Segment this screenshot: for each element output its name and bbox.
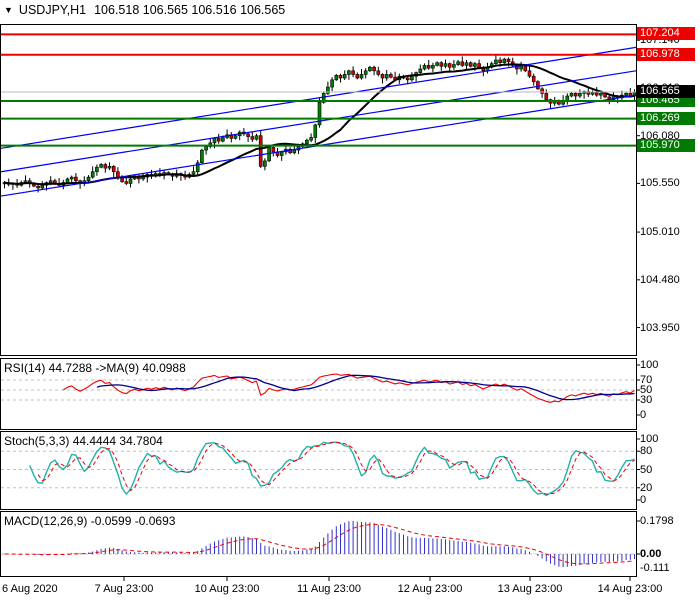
chart-title: ▼ USDJPY,H1 106.518 106.565 106.516 106.56… xyxy=(4,3,285,21)
level-badge: 106.978 xyxy=(637,47,695,61)
bid-price-badge: 106.565 xyxy=(637,84,695,98)
level-badge: 106.269 xyxy=(637,111,695,125)
macd-scale-bottom: -0.111 xyxy=(640,562,670,574)
rsi-scale-label: 0 xyxy=(640,409,647,421)
trend-channel-lines[interactable] xyxy=(0,46,637,197)
symbol-label: USDJPY,H1 xyxy=(18,3,87,17)
rsi-ma-line xyxy=(96,374,635,401)
time-axis-label: 7 Aug 23:00 xyxy=(94,583,154,595)
ohlc-values: 106.518 106.565 106.516 106.565 xyxy=(94,3,286,17)
macd-scale-zero: 0.00 xyxy=(640,548,662,560)
time-axis-label: 6 Aug 2020 xyxy=(2,583,58,595)
stoch-d-line xyxy=(37,442,635,495)
dropdown-icon[interactable]: ▼ xyxy=(4,5,13,15)
main-panel-border xyxy=(0,24,637,356)
stoch-scale-label: 20 xyxy=(640,481,653,494)
stoch-panel-border xyxy=(0,431,637,510)
rsi-indicator-label: RSI(14) 44.7288 ->MA(9) 40.0988 xyxy=(4,361,186,375)
level-badge: 107.204 xyxy=(637,27,695,41)
time-axis-label: 13 Aug 23:00 xyxy=(497,583,563,595)
stoch-scale-label: 80 xyxy=(640,445,653,458)
level-badge: 105.970 xyxy=(637,138,695,152)
time-axis-label: 11 Aug 23:00 xyxy=(296,583,362,595)
macd-panel-border xyxy=(0,511,637,577)
rsi-line xyxy=(62,373,635,403)
time-axis-label: 12 Aug 23:00 xyxy=(397,583,463,595)
time-axis-label: 10 Aug 23:00 xyxy=(194,583,260,595)
macd-scale-top: 0.1798 xyxy=(640,515,674,527)
time-axis-label: 14 Aug 23:00 xyxy=(597,583,663,595)
price-axis-label: 103.950 xyxy=(640,321,680,334)
price-axis-label: 105.010 xyxy=(640,226,680,239)
stoch-scale-label: 100 xyxy=(640,433,659,445)
support-resistance-lines[interactable] xyxy=(1,33,636,147)
rsi-scale-label: 100 xyxy=(640,359,659,371)
macd-signal-line xyxy=(4,523,635,565)
rsi-scale-label: 70 xyxy=(640,374,653,386)
rsi-panel-border xyxy=(0,358,637,430)
candles-layer[interactable] xyxy=(2,54,637,193)
stoch-scale-label: 0 xyxy=(640,494,647,506)
rsi-scale-label: 30 xyxy=(640,394,653,406)
rsi-scale-label: 50 xyxy=(640,384,653,396)
macd-histogram xyxy=(8,521,635,568)
stoch-indicator-label: Stoch(5,3,3) 44.4444 34.7804 xyxy=(4,434,163,448)
price-axis-label: 104.480 xyxy=(640,273,680,286)
macd-indicator-label: MACD(12,26,9) -0.0599 -0.0693 xyxy=(4,514,176,528)
stoch-scale-label: 50 xyxy=(640,463,653,476)
price-axis-label: 105.550 xyxy=(640,177,680,190)
